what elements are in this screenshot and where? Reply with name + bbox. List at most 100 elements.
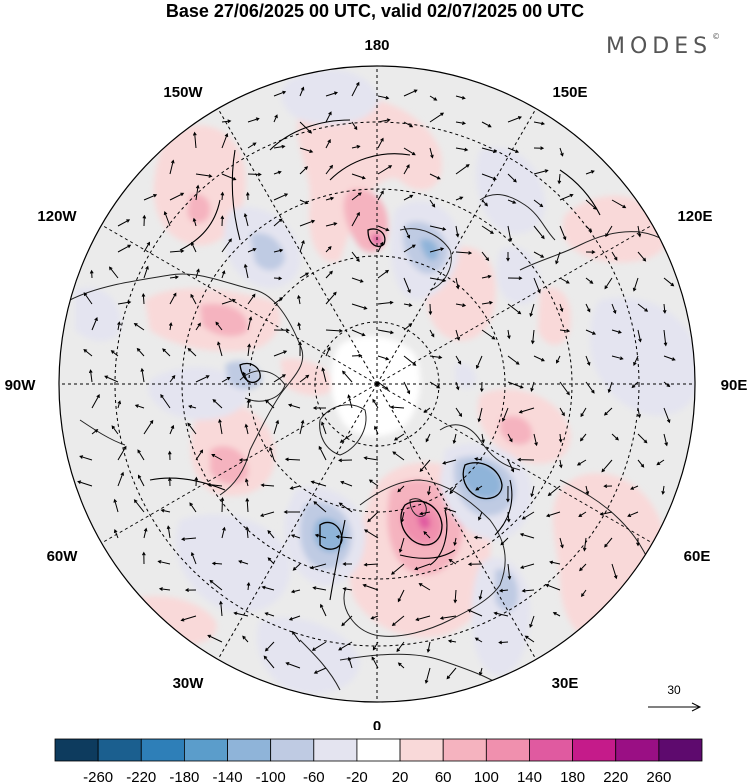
wind-arrow: [446, 667, 457, 680]
wind-arrow: [530, 485, 535, 498]
wind-arrow: [391, 615, 405, 627]
wind-arrow: [507, 199, 517, 204]
wind-arrow: [637, 329, 642, 343]
wind-arrow: [91, 429, 99, 435]
wind-arrow: [321, 421, 327, 435]
wind-arrow: [273, 193, 289, 201]
wind-arrow: [169, 374, 176, 383]
wind-arrow: [143, 419, 154, 435]
wind-arrow: [604, 277, 613, 290]
wind-arrow: [555, 251, 561, 265]
wind-arrow: [273, 170, 282, 175]
wind-arrow: [158, 587, 171, 591]
meridian-line: [376, 224, 653, 385]
colorbar-cells: [54, 738, 703, 762]
wind-arrow: [403, 164, 410, 175]
wind-arrow: [261, 585, 275, 591]
wind-arrow: [299, 219, 316, 227]
wind-arrow: [311, 641, 327, 651]
anomaly-fields: [75, 69, 695, 694]
wind-arrow: [481, 173, 497, 181]
wind-arrow: [507, 116, 522, 123]
wind-arrow: [169, 275, 179, 280]
wind-arrow: [559, 537, 564, 549]
wind-arrow: [290, 534, 301, 539]
wind-arrow: [637, 225, 642, 238]
wind-arrow: [521, 511, 535, 520]
wind-arrow: [297, 322, 301, 331]
wind-arrow: [452, 433, 457, 445]
wind-arrow: [478, 589, 483, 601]
wind-arrow: [611, 199, 627, 209]
wind-arrow: [637, 433, 648, 444]
longitude-label-180: 180: [364, 37, 389, 54]
wind-arrow: [576, 459, 587, 466]
wind-arrow: [298, 341, 302, 357]
anomaly-negative: [476, 147, 546, 234]
polar-map: 180 150W 150E 120W 120E 90W 90E 60W 60E …: [5, 37, 748, 730]
wind-arrow: [377, 355, 390, 361]
wind-arrow: [601, 459, 613, 473]
wind-arrow: [481, 121, 492, 128]
wind-arrow: [474, 637, 483, 643]
colorbar-cell: [356, 738, 401, 762]
wind-arrow: [247, 343, 251, 357]
wind-arrow: [475, 485, 483, 491]
brand-logo: MODES©: [606, 32, 720, 59]
wind-arrow: [429, 381, 441, 389]
wind-arrow: [478, 667, 483, 676]
wind-arrow: [194, 476, 199, 487]
wind-arrow: [533, 251, 545, 258]
coastline: [299, 639, 341, 691]
colorbar-tick-label: 100: [474, 769, 499, 783]
anomaly-positive: [187, 194, 211, 223]
wind-arrow: [559, 147, 564, 157]
wind-arrow: [663, 329, 668, 347]
wind-arrow: [190, 551, 197, 565]
wind-arrow: [400, 511, 405, 523]
wind-arrow: [585, 355, 591, 366]
wind-arrow: [325, 346, 331, 357]
wind-arrow: [481, 300, 494, 305]
wind-arrow: [195, 173, 213, 178]
wind-arrow: [313, 667, 327, 674]
wind-arrow: [403, 225, 411, 239]
wind-arrow: [77, 480, 93, 487]
wind-arrow: [631, 381, 639, 389]
longitude-label-60e: 60E: [684, 548, 711, 565]
wind-arrow: [299, 147, 314, 153]
wind-arrow: [325, 291, 337, 305]
wind-arrow: [559, 277, 570, 284]
wind-arrow: [507, 381, 524, 389]
wind-arrow: [351, 144, 361, 149]
wind-arrow: [169, 192, 185, 201]
wind-arrow: [221, 270, 226, 279]
wind-arrow: [368, 479, 379, 487]
wind-arrow: [273, 419, 280, 435]
wind-arrow: [414, 563, 431, 571]
wind-arrow: [423, 531, 431, 539]
wind-arrow: [455, 277, 460, 290]
wind-arrow: [79, 455, 93, 461]
wind-arrow: [243, 263, 249, 279]
wind-arrow: [169, 424, 175, 435]
wind-arrow: [168, 322, 173, 331]
wind-arrow: [117, 244, 132, 253]
anomaly-negative: [256, 617, 360, 694]
wind-arrow: [314, 533, 327, 539]
wind-arrow: [507, 355, 520, 365]
wind-arrow: [220, 191, 225, 201]
wind-arrow: [467, 562, 483, 567]
wind-arrow: [611, 329, 622, 334]
wind-arrow: [83, 348, 93, 357]
colorbar-cell: [97, 738, 142, 762]
colorbar-tick-label: -220: [126, 769, 156, 783]
wind-arrow: [263, 655, 275, 669]
wind-arrow: [238, 458, 248, 462]
coastline: [409, 498, 427, 517]
wind-arrow: [585, 303, 591, 313]
wind-arrow: [611, 563, 618, 580]
wind-arrow: [530, 381, 535, 392]
wind-arrow: [247, 117, 260, 123]
wind-arrow: [195, 184, 200, 201]
